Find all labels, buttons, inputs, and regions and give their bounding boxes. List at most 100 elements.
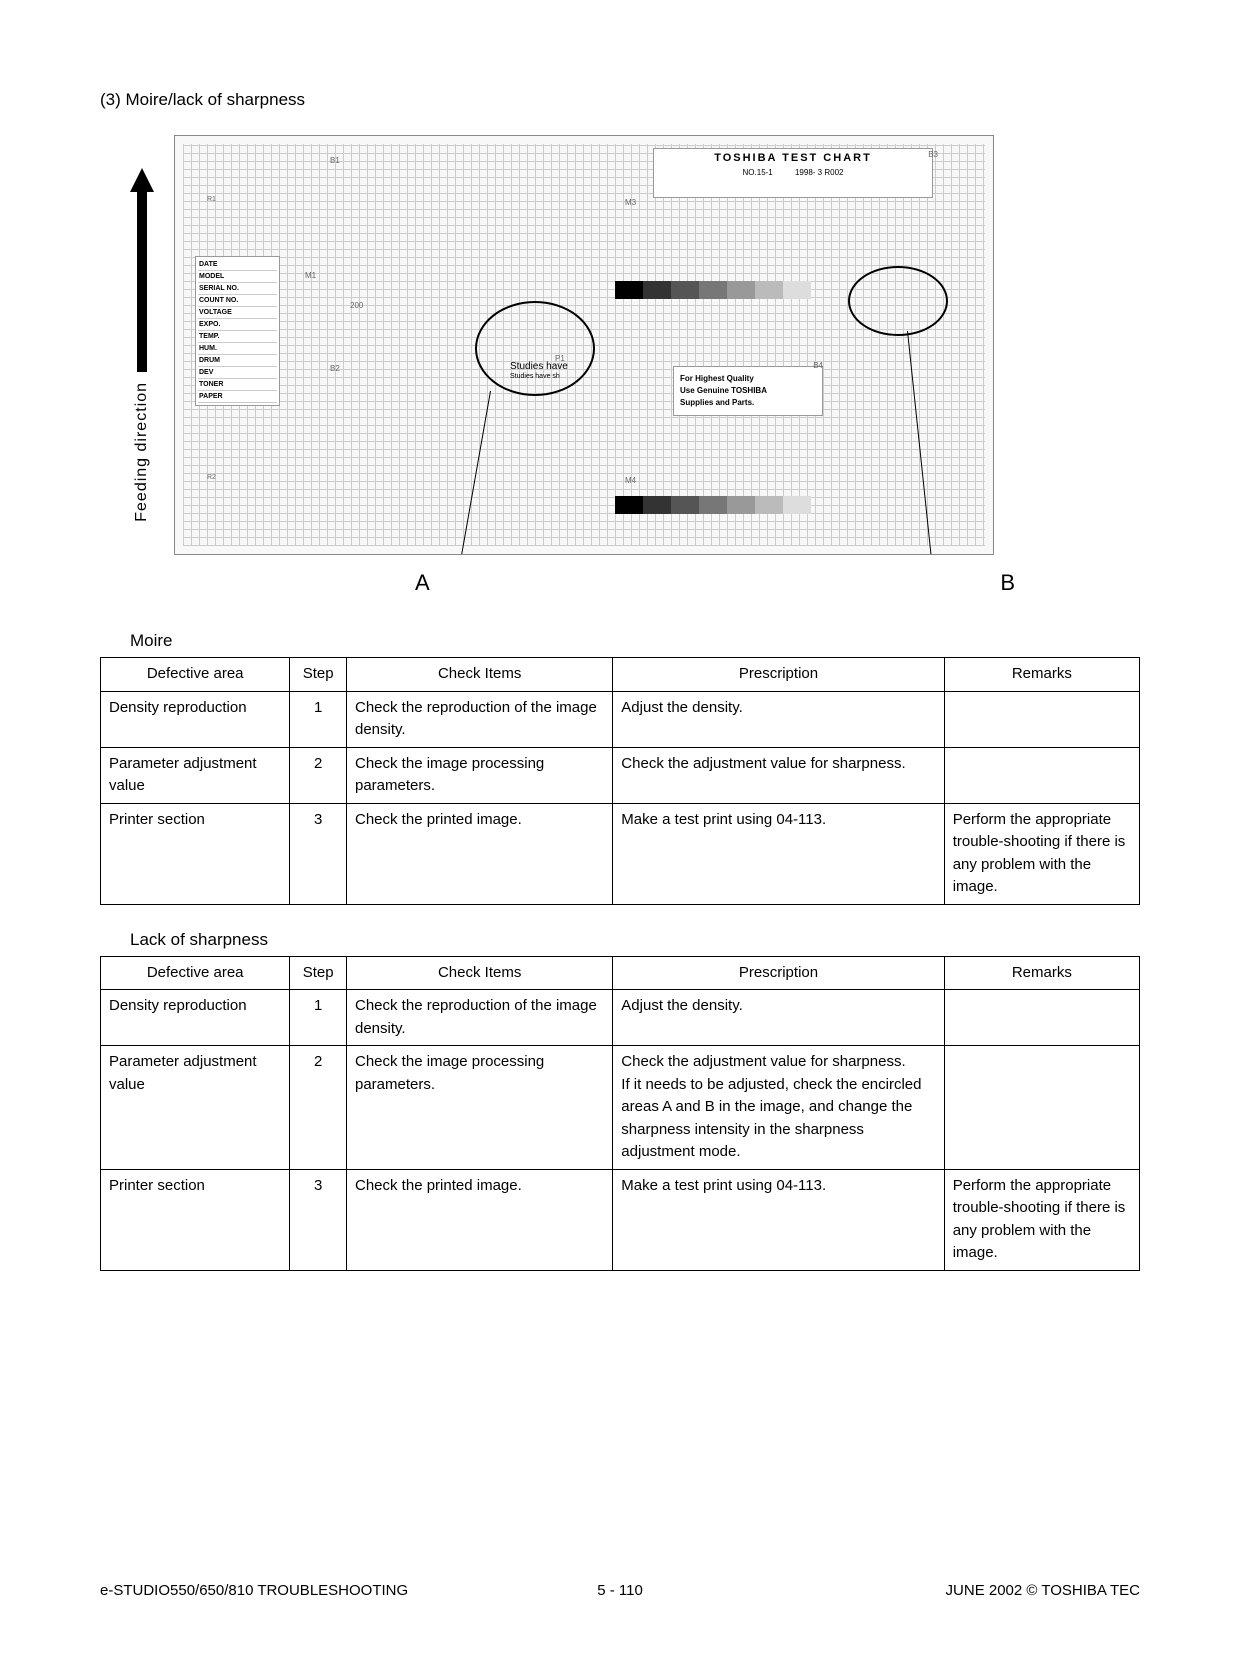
cell-defective: Parameter adjustment value bbox=[101, 747, 290, 803]
header-remarks: Remarks bbox=[944, 658, 1139, 692]
voltage-val: 200 bbox=[350, 301, 363, 310]
table-header-row: Defective area Step Check Items Prescrip… bbox=[101, 658, 1140, 692]
panel-row: MODEL bbox=[198, 271, 277, 283]
cell-check: Check the reproduction of the image dens… bbox=[347, 990, 613, 1046]
header-prescription: Prescription bbox=[613, 956, 944, 990]
header-defective: Defective area bbox=[101, 956, 290, 990]
marker-m1: M1 bbox=[305, 271, 316, 280]
header-defective: Defective area bbox=[101, 658, 290, 692]
cell-step: 1 bbox=[290, 990, 347, 1046]
cell-defective: Printer section bbox=[101, 1169, 290, 1270]
arrow-head-icon bbox=[130, 168, 154, 192]
panel-row: DRUM bbox=[198, 355, 277, 367]
header-remarks: Remarks bbox=[944, 956, 1139, 990]
cell-step: 2 bbox=[290, 747, 347, 803]
table-row: Printer section3Check the printed image.… bbox=[101, 1169, 1140, 1270]
table-row: Printer section3Check the printed image.… bbox=[101, 803, 1140, 904]
test-chart: TOSHIBA TEST CHART NO.15-1 1998- 3 R002 … bbox=[174, 135, 994, 555]
table-row: Parameter adjustment value2Check the ima… bbox=[101, 747, 1140, 803]
marker-r1: R1 bbox=[207, 196, 216, 203]
feeding-direction-arrow: Feeding direction bbox=[130, 168, 154, 522]
panel-row: COUNT NO. bbox=[198, 295, 277, 307]
moire-heading: Moire bbox=[130, 631, 1140, 651]
panel-row: TEMP. bbox=[198, 331, 277, 343]
chart-subtitle-no: NO.15-1 bbox=[743, 168, 773, 177]
chart-title-box: TOSHIBA TEST CHART NO.15-1 1998- 3 R002 bbox=[653, 148, 933, 198]
diagram-container: Feeding direction TOSHIBA TEST CHART NO.… bbox=[130, 135, 1140, 555]
cell-step: 3 bbox=[290, 803, 347, 904]
header-prescription: Prescription bbox=[613, 658, 944, 692]
chart-subtitle-date: 1998- 3 R002 bbox=[795, 168, 843, 177]
cell-step: 3 bbox=[290, 1169, 347, 1270]
cell-remarks bbox=[944, 691, 1139, 747]
cell-prescription: Check the adjustment value for sharpness… bbox=[613, 747, 944, 803]
gray-swatch bbox=[783, 281, 811, 299]
moire-table: Defective area Step Check Items Prescrip… bbox=[100, 657, 1140, 905]
gray-scale-bottom bbox=[615, 496, 811, 514]
gray-swatch bbox=[671, 281, 699, 299]
cell-defective: Printer section bbox=[101, 803, 290, 904]
ab-labels: A B bbox=[210, 570, 1030, 596]
marker-b4: B4 bbox=[813, 361, 823, 370]
gray-swatch bbox=[727, 281, 755, 299]
lack-table: Defective area Step Check Items Prescrip… bbox=[100, 956, 1140, 1271]
cell-defective: Density reproduction bbox=[101, 990, 290, 1046]
marker-r2: R2 bbox=[207, 474, 216, 481]
quality-line-2: Use Genuine TOSHIBA bbox=[680, 385, 816, 397]
cell-prescription: Adjust the density. bbox=[613, 990, 944, 1046]
circle-b-icon bbox=[848, 266, 948, 336]
gray-swatch bbox=[755, 496, 783, 514]
gray-swatch bbox=[615, 496, 643, 514]
label-b: B bbox=[1000, 570, 1015, 596]
header-check: Check Items bbox=[347, 658, 613, 692]
circle-a-icon bbox=[475, 301, 595, 396]
panel-row: PAPER bbox=[198, 391, 277, 403]
header-check: Check Items bbox=[347, 956, 613, 990]
footer-center: 5 - 110 bbox=[597, 1582, 643, 1599]
label-a: A bbox=[415, 570, 430, 596]
gray-swatch bbox=[755, 281, 783, 299]
cell-check: Check the printed image. bbox=[347, 803, 613, 904]
panel-row: DATE bbox=[198, 259, 277, 271]
cell-step: 2 bbox=[290, 1046, 347, 1170]
marker-m4: M4 bbox=[625, 476, 636, 485]
cell-check: Check the printed image. bbox=[347, 1169, 613, 1270]
panel-row: VOLTAGE bbox=[198, 307, 277, 319]
table-row: Density reproduction1Check the reproduct… bbox=[101, 691, 1140, 747]
gray-swatch bbox=[643, 496, 671, 514]
table-row: Density reproduction1Check the reproduct… bbox=[101, 990, 1140, 1046]
lack-heading: Lack of sharpness bbox=[130, 930, 1140, 950]
gray-swatch bbox=[671, 496, 699, 514]
table-header-row: Defective area Step Check Items Prescrip… bbox=[101, 956, 1140, 990]
cell-defective: Parameter adjustment value bbox=[101, 1046, 290, 1170]
header-step: Step bbox=[290, 658, 347, 692]
cell-remarks bbox=[944, 1046, 1139, 1170]
chart-subtitle: NO.15-1 1998- 3 R002 bbox=[657, 168, 929, 177]
chart-left-panel: DATEMODELSERIAL NO.COUNT NO.VOLTAGEEXPO.… bbox=[195, 256, 280, 406]
cell-prescription: Make a test print using 04-113. bbox=[613, 1169, 944, 1270]
cell-prescription: Check the adjustment value for sharpness… bbox=[613, 1046, 944, 1170]
panel-row: EXPO. bbox=[198, 319, 277, 331]
marker-b3: B3 bbox=[928, 150, 938, 159]
cell-step: 1 bbox=[290, 691, 347, 747]
gray-swatch bbox=[643, 281, 671, 299]
cell-remarks bbox=[944, 747, 1139, 803]
arrow-shaft bbox=[137, 192, 147, 372]
gray-scale-top bbox=[615, 281, 811, 299]
chart-title: TOSHIBA TEST CHART bbox=[657, 152, 929, 164]
marker-m3: M3 bbox=[625, 198, 636, 207]
panel-row: TONER bbox=[198, 379, 277, 391]
table-row: Parameter adjustment value2Check the ima… bbox=[101, 1046, 1140, 1170]
section-title: (3) Moire/lack of sharpness bbox=[100, 90, 1140, 110]
cell-remarks: Perform the appropriate trouble-shooting… bbox=[944, 1169, 1139, 1270]
cell-remarks: Perform the appropriate trouble-shooting… bbox=[944, 803, 1139, 904]
gray-swatch bbox=[699, 496, 727, 514]
header-step: Step bbox=[290, 956, 347, 990]
cell-remarks bbox=[944, 990, 1139, 1046]
panel-row: SERIAL NO. bbox=[198, 283, 277, 295]
chart-quality-box: For Highest Quality Use Genuine TOSHIBA … bbox=[673, 366, 823, 416]
cell-check: Check the image processing parameters. bbox=[347, 747, 613, 803]
feeding-direction-label: Feeding direction bbox=[133, 382, 151, 522]
cell-prescription: Make a test print using 04-113. bbox=[613, 803, 944, 904]
cell-prescription: Adjust the density. bbox=[613, 691, 944, 747]
